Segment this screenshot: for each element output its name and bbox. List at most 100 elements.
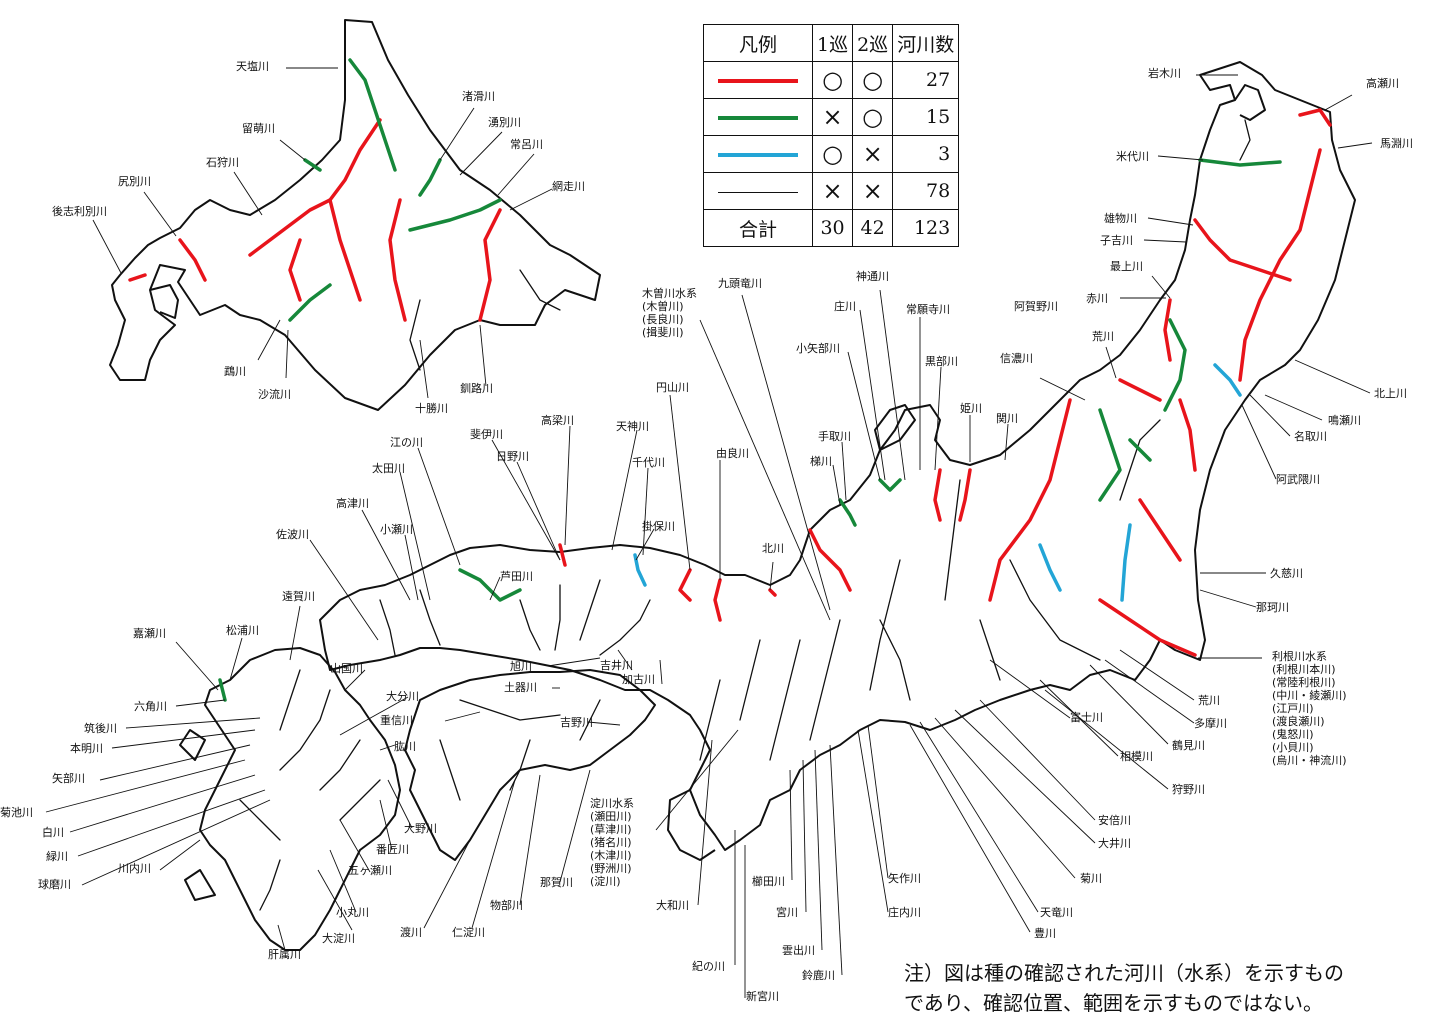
river-label: 天塩川: [236, 60, 269, 73]
river-label: 庄川: [834, 300, 856, 313]
legend-round1: ○: [811, 135, 854, 173]
tsugaru-peninsula: [1234, 84, 1266, 121]
river-label: 円山川: [656, 381, 689, 394]
river-label: 岩木川: [1148, 67, 1181, 80]
note-line-1: 注）図は種の確認された河川（水系）を示すもの: [904, 961, 1344, 985]
river-label: 番匠川: [376, 843, 409, 856]
legend-count: 78: [892, 172, 960, 210]
honshu-coastline: [319, 61, 1356, 851]
river-label: 姫川: [960, 402, 982, 415]
river-sublabel: (小貝川): [1272, 741, 1314, 754]
river-label: 高梁川: [541, 414, 574, 427]
legend-total-label: 合計: [703, 209, 813, 247]
river-label: 肱川: [394, 740, 416, 753]
legend-round2: ○: [852, 98, 894, 136]
river-label: 北川: [762, 542, 784, 555]
river-label: 利根川水系: [1272, 650, 1327, 663]
legend-round1: ○: [811, 61, 854, 99]
river-label: 鵡川: [224, 365, 246, 378]
legend-total-row: 合計 30 42 123: [703, 209, 960, 247]
river-label: 佐波川: [276, 528, 309, 541]
river-label: 筑後川: [84, 722, 117, 735]
river-label: 久慈川: [1270, 567, 1303, 580]
river-label: 菊池川: [0, 806, 33, 819]
river-label: 矢作川: [888, 872, 921, 885]
legend-count: 15: [892, 98, 960, 136]
river-label: 那賀川: [540, 876, 573, 889]
kii-peninsula: [667, 789, 716, 861]
river-sublabel: (渡良瀬川): [1272, 715, 1325, 728]
label-leaders: [45, 67, 1373, 998]
kiso-river-system-label: 木曽川水系 (木曽川) (長良川) (揖斐川): [642, 287, 752, 339]
legend-round2: ×: [852, 172, 894, 210]
river-label: 緑川: [46, 850, 68, 863]
river-label: 神通川: [856, 270, 889, 283]
river-label: 那珂川: [1256, 601, 1289, 614]
river-label: 鳴瀬川: [1328, 414, 1361, 427]
river-label: 川内川: [118, 862, 151, 875]
river-label: 黒部川: [925, 355, 958, 368]
river-label: 仁淀川: [452, 926, 485, 939]
river-label: 庄内川: [888, 906, 921, 919]
river-sublabel: (長良川): [642, 313, 684, 326]
river-label: 網走川: [552, 180, 585, 193]
river-label: 九頭竜川: [718, 277, 762, 290]
river-label: 紀の川: [692, 960, 725, 973]
river-label: 天竜川: [1040, 906, 1073, 919]
river-label: 吉井川: [600, 659, 633, 672]
river-sublabel: (中川・綾瀬川): [1272, 689, 1347, 702]
river-label: 相模川: [1120, 750, 1153, 763]
river-label: 手取川: [818, 430, 851, 443]
river-label: 尻別川: [118, 175, 151, 188]
river-sublabel: (淀川): [590, 875, 621, 888]
legend-count: 27: [892, 61, 960, 99]
river-label: 小矢部川: [796, 342, 840, 355]
river-label: 雲出川: [782, 944, 815, 957]
shikoku-coastline: [404, 669, 656, 861]
river-label: 渚滑川: [462, 90, 495, 103]
rivers-green: [218, 58, 1282, 702]
legend-header-row: 凡例 1巡 2巡 河川数: [703, 24, 960, 62]
river-label: 馬淵川: [1380, 137, 1413, 150]
river-label: 千代川: [632, 456, 665, 469]
river-label: 北上川: [1374, 387, 1407, 400]
river-label: 信濃川: [1000, 352, 1033, 365]
river-label: 阿武隈川: [1276, 473, 1320, 486]
legend-header-count: 河川数: [892, 24, 960, 62]
river-label: 常呂川: [510, 138, 543, 151]
river-label: 留萌川: [242, 122, 275, 135]
river-label: 大井川: [1098, 837, 1131, 850]
river-label: 日野川: [496, 450, 529, 463]
river-sublabel: (烏川・神流川): [1272, 754, 1347, 767]
river-label: 太田川: [372, 462, 405, 475]
yodo-river-system-label: 淀川水系 (瀬田川) (草津川) (猪名川) (木津川) (野洲川) (淀川): [590, 797, 700, 888]
river-label: 荒川: [1198, 694, 1220, 707]
river-label: 米代川: [1116, 150, 1149, 163]
river-label: 菊川: [1080, 872, 1102, 885]
river-label: 最上川: [1110, 260, 1143, 273]
river-label: 旭川: [510, 660, 532, 673]
note-line-2: であり、確認位置、範囲を示すものではない。: [904, 991, 1323, 1015]
river-label: 櫛田川: [752, 875, 785, 888]
kyushu-coastline: [199, 647, 401, 951]
river-label: 吉野川: [560, 716, 593, 729]
river-sublabel: (野洲川): [590, 862, 632, 875]
river-label: 渡川: [400, 926, 422, 939]
legend-table: 凡例 1巡 2巡 河川数 ○ ○ 27 × ○ 15 ○ × 3 × × 78 …: [703, 24, 960, 247]
legend-swatch: [703, 61, 813, 99]
legend-swatch: [703, 135, 813, 173]
river-sublabel: (木曽川): [642, 300, 684, 313]
river-label: 梯川: [810, 455, 832, 468]
river-label: 肝属川: [268, 948, 301, 961]
river-label: 高津川: [336, 497, 369, 510]
river-sublabel: (猪名川): [590, 836, 632, 849]
legend-round2: ○: [852, 61, 894, 99]
legend-round1: ×: [811, 172, 854, 210]
legend-row: ○ ○ 27: [703, 61, 960, 99]
river-label: 宮川: [776, 906, 798, 919]
legend-header-round1: 1巡: [811, 24, 854, 62]
river-label: 土器川: [504, 681, 537, 694]
hokkaido-coastline: [109, 19, 601, 411]
river-label: 小瀬川: [380, 523, 413, 536]
